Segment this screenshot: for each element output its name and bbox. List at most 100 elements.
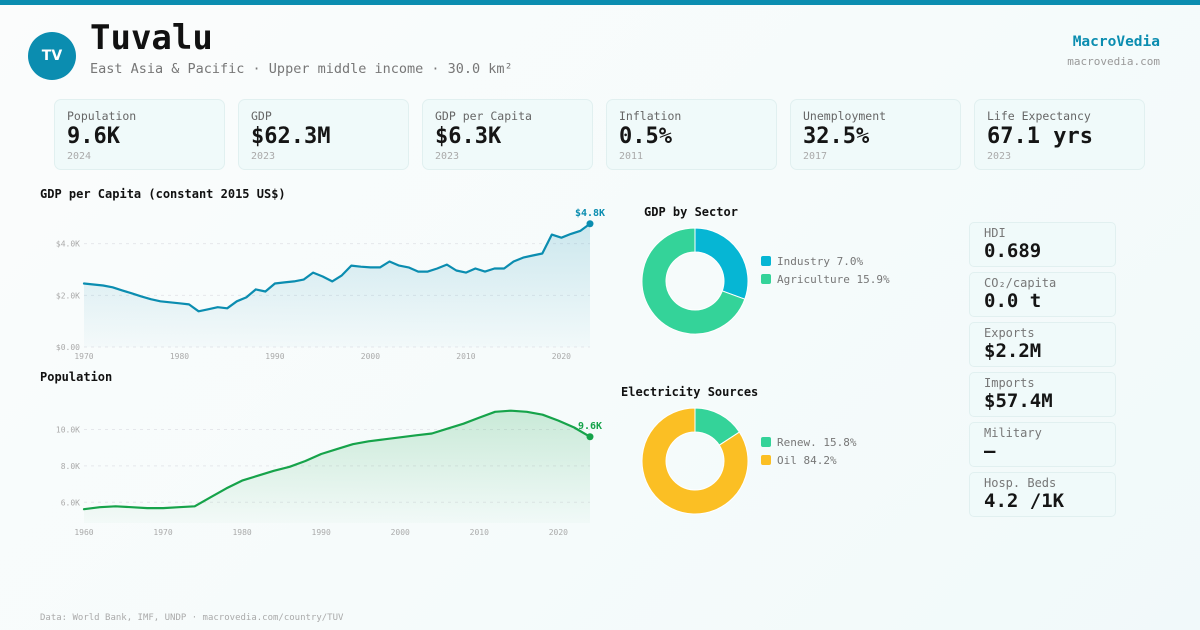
oil-swatch: [761, 455, 771, 465]
renewables-swatch: [761, 437, 771, 447]
x-tick-label: 1990: [312, 528, 331, 537]
side-value: 0.0 t: [984, 290, 1042, 312]
side-label: CO₂/capita: [984, 276, 1057, 290]
side-label: Hosp. Beds: [984, 476, 1057, 490]
legend-label: Oil 84.2%: [777, 453, 837, 467]
stat-label: GDP per Capita: [435, 109, 532, 123]
x-tick-label: 2000: [361, 352, 380, 361]
electricity-sources-donut: [641, 407, 749, 515]
avatar-initials: TV: [41, 48, 63, 64]
stat-card-gdp-per-capita: GDP per Capita $6.3K 2023: [422, 99, 593, 170]
stat-value: 9.6K: [67, 124, 120, 149]
y-tick-label: $0.00: [56, 343, 80, 352]
population-chart: 6.0K 8.0K 10.0K 1960 1970 1980 1990 2000 2010 202…: [56, 409, 602, 537]
x-tick-label: 2020: [549, 528, 568, 537]
legend-label: Agriculture 15.9%: [777, 272, 890, 286]
industry-swatch: [761, 256, 771, 266]
x-tick-label: 1960: [74, 528, 93, 537]
stat-year: 2024: [67, 151, 92, 162]
side-label: HDI: [984, 226, 1006, 240]
donut-slice-agriculture: [641, 227, 746, 335]
side-value: 0.689: [984, 240, 1042, 262]
x-tick-label: 1980: [170, 352, 189, 361]
stat-label: Life Expectancy: [987, 109, 1091, 123]
side-card-co2: CO₂/capita 0.0 t: [969, 272, 1116, 317]
country-subtitle: East Asia & Pacific · Upper middle incom…: [90, 61, 513, 77]
series-line: [82, 222, 592, 313]
x-tick-label: 1970: [74, 352, 93, 361]
stat-year: 2023: [435, 151, 460, 162]
side-label: Military: [984, 426, 1042, 440]
electricity-legend: Renew. 15.8% Oil 84.2%: [761, 433, 856, 469]
brand-logo[interactable]: MacroVedia: [1072, 34, 1160, 50]
stat-value: 67.1 yrs: [987, 124, 1093, 149]
side-label: Exports: [984, 326, 1035, 340]
stat-label: GDP: [251, 109, 272, 123]
side-card-imports: Imports $57.4M: [969, 372, 1116, 417]
sector-legend: Industry 7.0% Agriculture 15.9%: [761, 252, 890, 288]
gdp-per-capita-chart: $0.00 $2.0K $4.0K 1970 1980 1990 2000 2010 2020 $…: [56, 208, 605, 361]
side-value: 4.2 /1K: [984, 490, 1065, 512]
x-tick-label: 1980: [232, 528, 251, 537]
area-fill: [84, 223, 590, 347]
stat-value: $62.3M: [251, 124, 331, 149]
stat-value: 0.5%: [619, 124, 672, 149]
area-fill: [84, 410, 590, 523]
footer-source: Data: World Bank, IMF, UNDP · macrovedia…: [40, 613, 344, 623]
x-tick-label: 2010: [470, 528, 489, 537]
end-value-label: $4.8K: [575, 208, 605, 219]
side-value: $2.2M: [984, 340, 1042, 362]
country-avatar: TV: [28, 32, 76, 80]
population-chart-title: Population: [40, 370, 113, 384]
legend-label: Renew. 15.8%: [777, 435, 857, 449]
gdp-chart-title: GDP per Capita (constant 2015 US$): [40, 187, 286, 201]
page-title: Tuvalu: [90, 18, 213, 58]
stat-year: 2023: [987, 151, 1012, 162]
stat-cards: Population 9.6K 2024 GDP $62.3M 2023 GDP…: [54, 99, 1145, 170]
stat-year: 2017: [803, 151, 828, 162]
stat-label: Population: [67, 109, 137, 123]
legend-item-industry: Industry 7.0%: [761, 252, 890, 270]
series-line: [82, 409, 592, 511]
x-tick-label: 2010: [456, 352, 475, 361]
electricity-chart-title: Electricity Sources: [621, 385, 759, 399]
legend-item-renewables: Renew. 15.8%: [761, 433, 856, 451]
legend-item-oil: Oil 84.2%: [761, 451, 856, 469]
legend-item-agriculture: Agriculture 15.9%: [761, 270, 890, 288]
x-tick-label: 1990: [265, 352, 284, 361]
side-card-hospital-beds: Hosp. Beds 4.2 /1K: [969, 472, 1116, 517]
agriculture-swatch: [761, 274, 771, 284]
x-tick-label: 2020: [552, 352, 571, 361]
x-tick-label: 2000: [391, 528, 410, 537]
stat-label: Inflation: [619, 109, 682, 123]
end-point-marker: [586, 220, 594, 228]
stat-card-life-expectancy: Life Expectancy 67.1 yrs 2023: [974, 99, 1145, 170]
stat-year: 2011: [619, 151, 644, 162]
donut-slice-oil: [641, 407, 749, 515]
donut-slice-industry: [694, 227, 749, 300]
side-value: —: [984, 440, 996, 462]
y-tick-label: 8.0K: [61, 462, 80, 471]
side-stats: HDI 0.689 CO₂/capita 0.0 t Exports $2.2M…: [969, 222, 1116, 517]
stat-card-unemployment: Unemployment 32.5% 2017: [790, 99, 961, 170]
side-card-exports: Exports $2.2M: [969, 322, 1116, 367]
end-point-marker: [586, 433, 594, 441]
gdp-by-sector-donut: [641, 227, 749, 335]
x-tick-label: 1970: [153, 528, 172, 537]
y-tick-label: 6.0K: [61, 498, 80, 507]
stat-label: Unemployment: [803, 109, 887, 123]
top-accent-bar: [0, 0, 1200, 5]
side-card-hdi: HDI 0.689: [969, 222, 1116, 267]
stat-card-inflation: Inflation 0.5% 2011: [606, 99, 777, 170]
stat-card-gdp: GDP $62.3M 2023: [238, 99, 409, 170]
stat-value: 32.5%: [803, 124, 870, 149]
brand-url[interactable]: macrovedia.com: [1067, 55, 1160, 68]
legend-label: Industry 7.0%: [777, 254, 864, 268]
stat-year: 2023: [251, 151, 276, 162]
sector-chart-title: GDP by Sector: [644, 205, 738, 219]
side-label: Imports: [984, 376, 1035, 390]
y-tick-label: 10.0K: [56, 425, 80, 434]
y-tick-label: $2.0K: [56, 291, 80, 300]
side-card-military: Military —: [969, 422, 1116, 467]
stat-value: $6.3K: [435, 124, 502, 149]
